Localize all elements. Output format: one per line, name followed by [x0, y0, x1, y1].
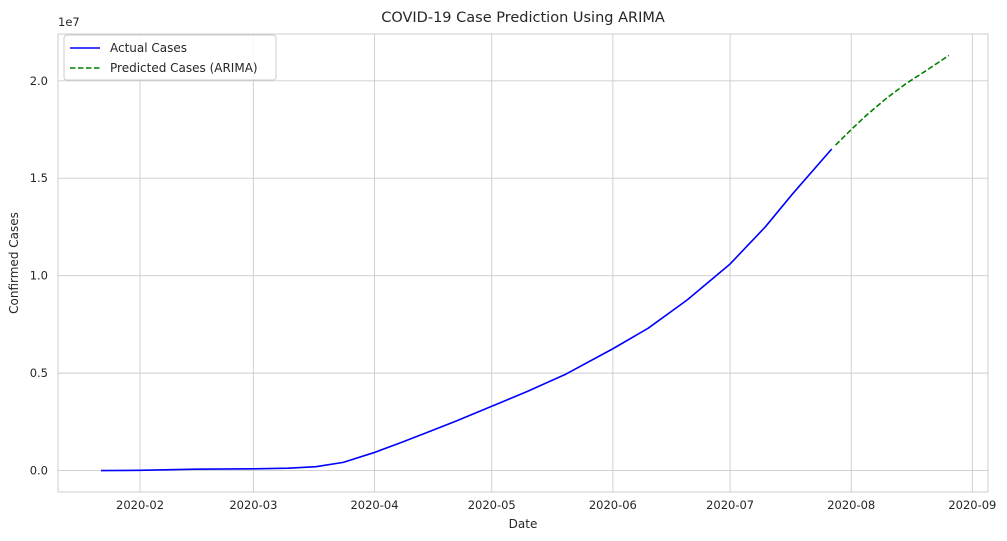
y-tick-label: 1.0 — [30, 269, 48, 283]
x-tick-label: 2020-08 — [827, 498, 875, 512]
x-tick-label: 2020-07 — [706, 498, 754, 512]
x-tick-label: 2020-03 — [229, 498, 277, 512]
legend-label-actual: Actual Cases — [110, 41, 187, 55]
x-tick-label: 2020-09 — [948, 498, 996, 512]
legend-label-predicted: Predicted Cases (ARIMA) — [110, 61, 258, 75]
y-offset-label: 1e7 — [58, 15, 80, 29]
y-tick-label: 0.0 — [30, 464, 48, 478]
y-tick-label: 0.5 — [30, 366, 48, 380]
legend-box — [63, 34, 277, 81]
chart-title: COVID-19 Case Prediction Using ARIMA — [381, 10, 665, 26]
x-tick-label: 2020-02 — [116, 498, 164, 512]
tick-layer: 2020-02 2020-03 2020-04 2020-05 2020-06 2020-… — [30, 74, 997, 512]
x-tick-label: 2020-05 — [468, 498, 516, 512]
series-layer — [100, 54, 950, 472]
y-tick-label: 2.0 — [30, 74, 48, 88]
x-tick-label: 2020-06 — [589, 498, 637, 512]
plot-frame — [57, 33, 989, 493]
plot-area — [58, 34, 988, 492]
predicted-cases-line — [835, 54, 950, 146]
y-tick-label: 1.5 — [30, 171, 48, 185]
grid-layer — [58, 34, 988, 492]
legend: Actual Cases Predicted Cases (ARIMA) — [63, 34, 277, 81]
x-tick-label: 2020-04 — [350, 498, 398, 512]
actual-cases-line — [100, 148, 833, 472]
y-axis-label: Confirmed Cases — [7, 212, 21, 314]
x-axis-label: Date — [509, 517, 538, 531]
